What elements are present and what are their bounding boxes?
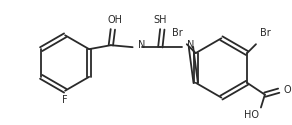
Text: N: N bbox=[138, 40, 145, 50]
Text: HO: HO bbox=[244, 110, 258, 120]
Text: O: O bbox=[284, 85, 291, 95]
Text: F: F bbox=[62, 95, 68, 105]
Text: N: N bbox=[187, 40, 194, 50]
Text: Br: Br bbox=[260, 28, 271, 38]
Text: Br: Br bbox=[171, 28, 182, 38]
Text: OH: OH bbox=[107, 16, 122, 26]
Text: SH: SH bbox=[154, 16, 167, 26]
